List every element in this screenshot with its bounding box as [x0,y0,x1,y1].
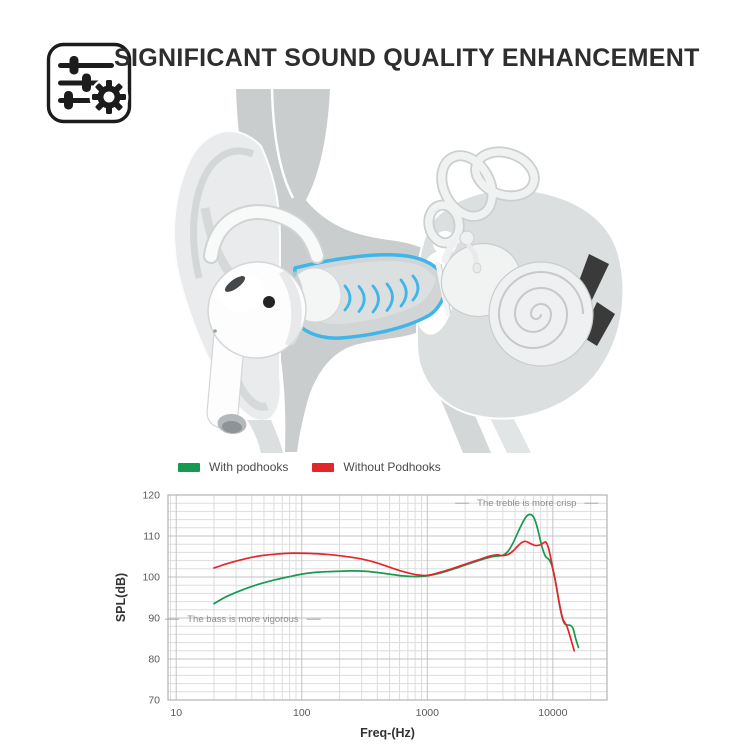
legend-item-without-podhooks: Without Podhooks [312,460,441,474]
svg-text:The bass is more vigorous: The bass is more vigorous [187,614,299,625]
legend-label: With podhooks [209,460,289,474]
equalizer-sliders-icon [46,42,132,124]
ossicles [441,230,482,274]
svg-text:10: 10 [170,707,182,719]
cochlea [488,261,594,367]
legend-label: Without Podhooks [343,460,441,474]
svg-text:1000: 1000 [416,707,440,719]
ear-anatomy-illustration [173,88,625,453]
svg-text:110: 110 [143,531,160,543]
series-without-podhooks [213,540,576,652]
legend-swatch-green [178,462,200,472]
series-with-podhooks [213,513,580,649]
semicircular-canals [423,146,540,249]
gear-icon [92,80,126,114]
frequency-response-chart: 70 80 90 100 110 120 10 100 1000 10000 Freq-(Hz) SP… [114,490,608,740]
svg-text:SPL(dB): SPL(dB) [114,573,128,622]
chart-area: 70 80 90 100 110 120 10 100 1000 10000 Freq-(Hz) SP… [105,483,655,748]
svg-text:70: 70 [148,695,160,707]
svg-text:100: 100 [142,572,160,584]
svg-text:The treble is more crisp: The treble is more crisp [477,498,576,509]
earlobe-tail [247,420,283,453]
svg-text:120: 120 [142,490,160,502]
svg-text:80: 80 [148,654,160,666]
legend-swatch-red [312,462,335,472]
svg-text:10000: 10000 [538,707,567,719]
page-title: SIGNIFICANT SOUND QUALITY ENHANCEMENT [114,44,700,72]
earbud-sensor-dot [263,296,275,308]
concha-ridge [203,204,325,264]
chart-legend: With podhooks Without Podhooks [178,460,441,474]
svg-text:90: 90 [148,613,160,625]
svg-text:100: 100 [293,707,311,719]
airpod-earbud [206,261,342,435]
svg-text:Freq-(Hz): Freq-(Hz) [360,726,415,740]
legend-item-with-podhooks: With podhooks [178,460,288,474]
earbud-mic-slit [224,276,246,292]
